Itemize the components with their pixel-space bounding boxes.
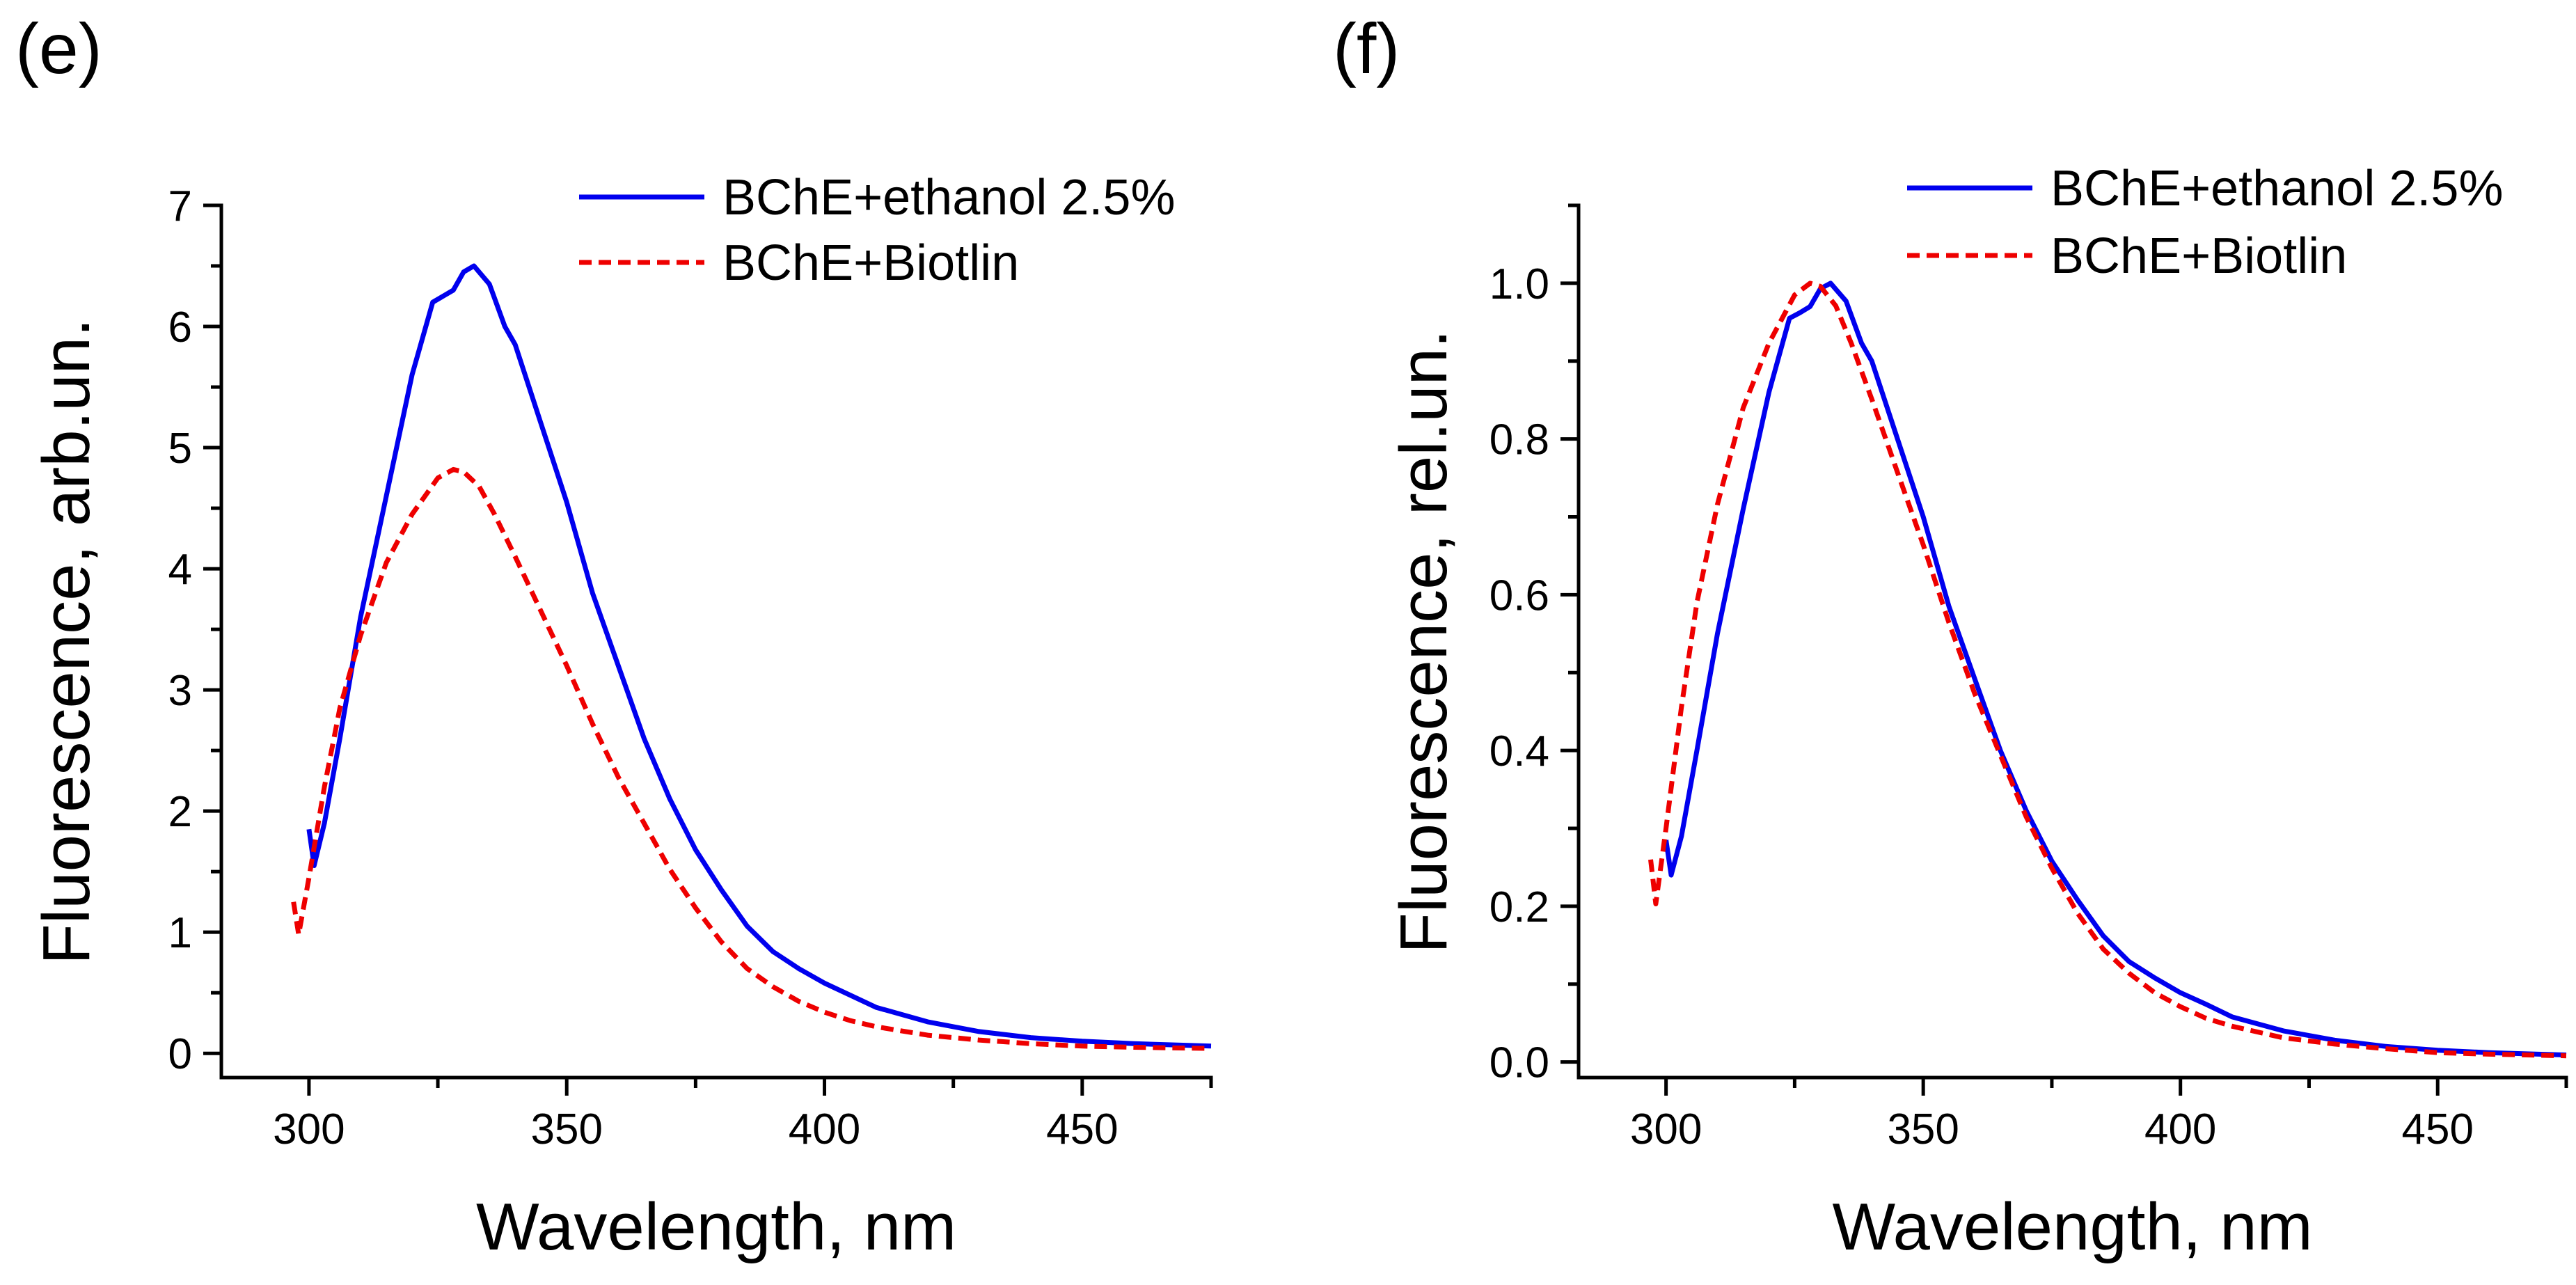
y-tick-label: 0.8 (1490, 416, 1549, 464)
series-line-ethanol (1664, 281, 2567, 1058)
y-tick-label: 1 (168, 909, 192, 957)
x-tick-label: 350 (530, 1105, 602, 1153)
y-axis-title: Fluorescence, arb.un. (29, 318, 104, 965)
x-axis-title: Wavelength, nm (476, 1190, 956, 1264)
y-tick-label: 2 (168, 788, 192, 836)
y-tick-label: 0 (168, 1030, 192, 1078)
panel-label: (f) (1333, 9, 1400, 88)
x-tick-label: 400 (2144, 1105, 2216, 1153)
x-axis-title: Wavelength, nm (1832, 1190, 2312, 1264)
y-tick-label: 0.6 (1490, 571, 1549, 620)
y-axis-title: Fluorescence, rel.un. (1386, 329, 1461, 953)
x-tick-label: 350 (1887, 1105, 1959, 1153)
legend-label: BChE+ethanol 2.5% (722, 170, 1175, 226)
y-tick-label: 7 (168, 182, 192, 230)
y-tick-label: 0.0 (1490, 1039, 1549, 1087)
x-tick-label: 300 (273, 1105, 345, 1153)
x-tick-label: 400 (789, 1105, 860, 1153)
legend-label: BChE+Biotlin (2050, 228, 2347, 284)
series-line-biotlin (1648, 281, 2567, 1059)
y-tick-label: 6 (168, 303, 192, 352)
y-tick-label: 4 (168, 546, 192, 594)
panel-label: (e) (15, 9, 102, 88)
y-tick-label: 5 (168, 425, 192, 473)
series-line-ethanol (306, 263, 1212, 1049)
y-tick-label: 0.2 (1490, 883, 1549, 931)
panel-e: (e) 300 350 400 450 0 1 2 3 4 5 6 7 Wavelength, nm Flu… (15, 9, 1213, 1264)
legend-label: BChE+ethanol 2.5% (2050, 161, 2503, 216)
y-tick-label: 1.0 (1490, 260, 1549, 308)
x-tick-label: 450 (1046, 1105, 1118, 1153)
y-tick-label: 3 (168, 667, 192, 715)
x-tick-label: 450 (2402, 1105, 2474, 1153)
panel-f: (f) 300 350 400 450 0.0 0.2 0.4 0.6 0.8 1.0 Wavelen… (1333, 9, 2568, 1264)
series-line-biotlin (291, 466, 1212, 1051)
x-tick-label: 300 (1630, 1105, 1702, 1153)
y-tick-label: 0.4 (1490, 727, 1549, 775)
legend-label: BChE+Biotlin (722, 235, 1019, 291)
